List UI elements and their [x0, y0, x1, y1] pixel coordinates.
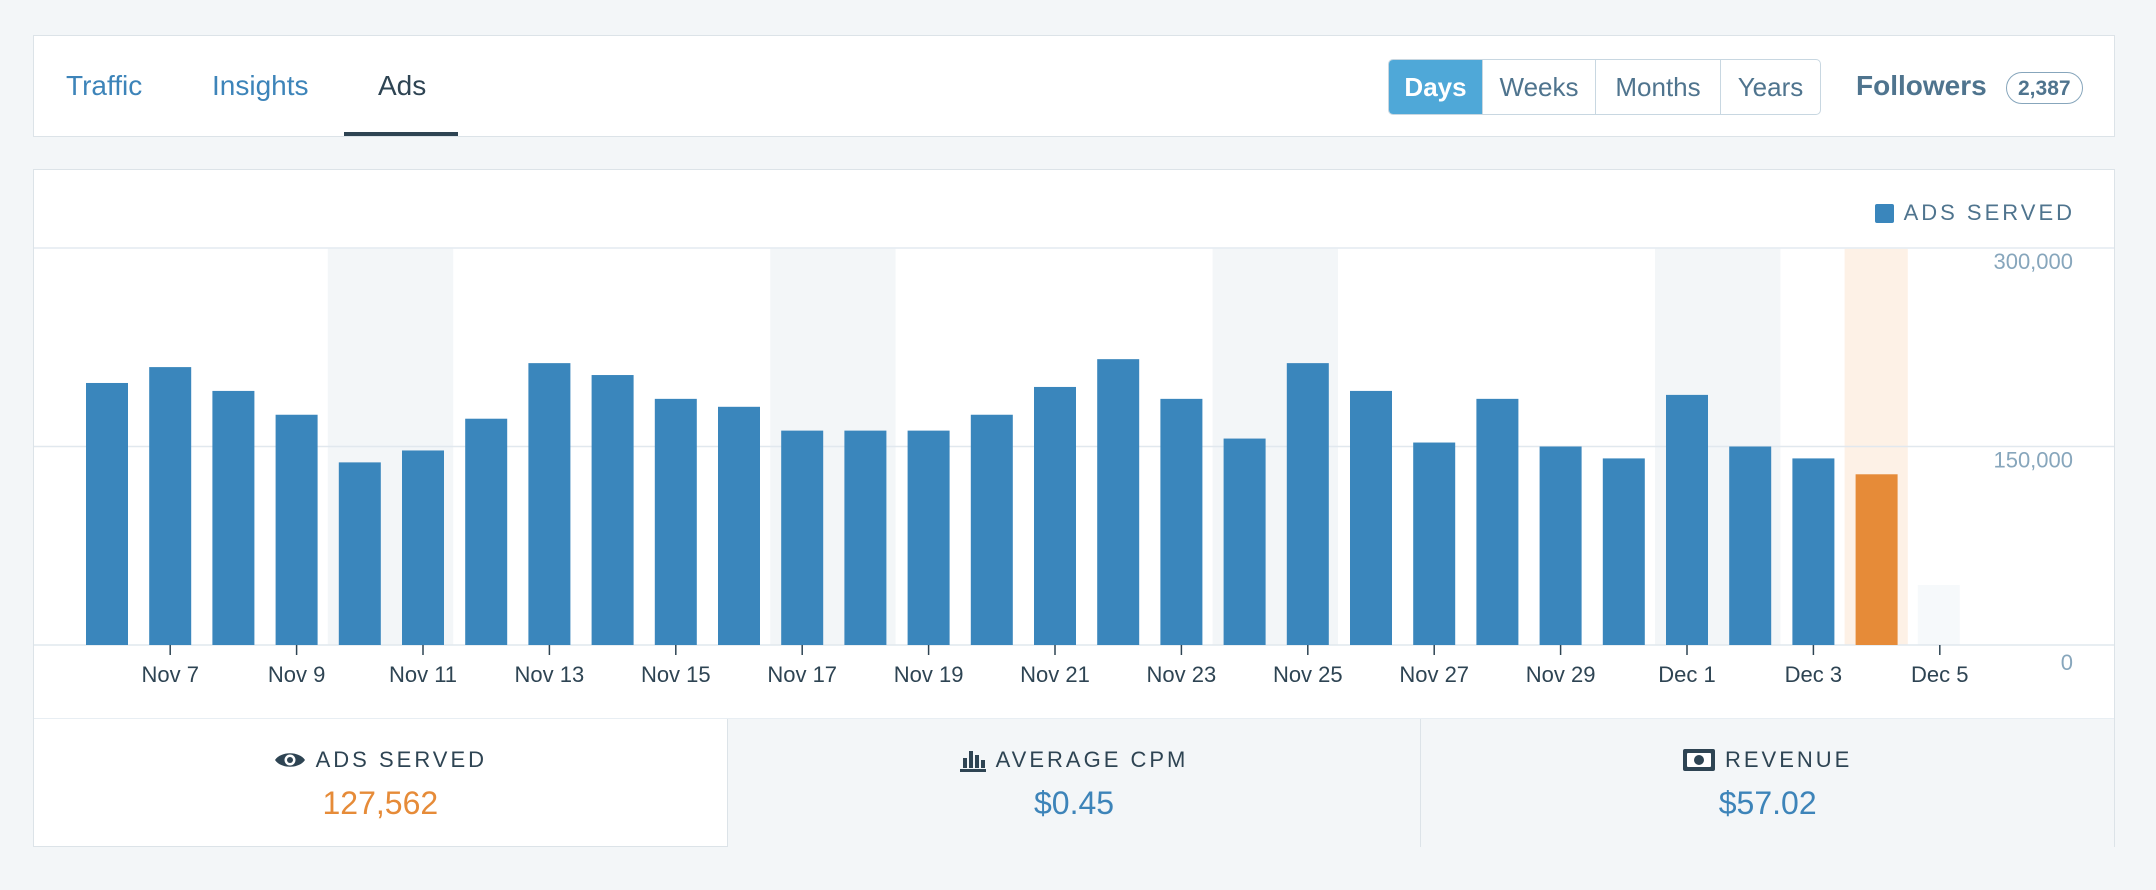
tab-traffic[interactable]: Traffic [66, 70, 143, 101]
legend-label: ADS SERVED [1903, 200, 2075, 225]
bar [1539, 446, 1582, 645]
x-tick-label: Nov 23 [1147, 662, 1217, 687]
bar-chart: Nov 7 Nov 9 Nov 11 Nov 13 Nov 15 Nov 17 Nov 19… [34, 247, 2114, 687]
x-tick-label: Nov 19 [894, 662, 964, 687]
bar-chart-icon [959, 748, 986, 772]
bar [465, 418, 508, 645]
legend-swatch [1874, 203, 1894, 223]
x-tick-label: Nov 13 [515, 662, 585, 687]
tab-ads[interactable]: Ads [378, 70, 427, 101]
period-selector: Days Weeks Months Years [1388, 59, 1821, 115]
followers-label[interactable]: Followers [1856, 70, 1987, 101]
x-tick-label: Nov 25 [1273, 662, 1343, 687]
y-tick-label: 150,000 [1993, 448, 2073, 473]
bar [1666, 394, 1708, 645]
bar [1729, 446, 1772, 645]
x-tick-label: Dec 3 [1785, 662, 1842, 687]
bar [275, 414, 318, 645]
x-tick-label: Nov 11 [389, 662, 457, 687]
bar [212, 390, 255, 645]
stat-ads-served[interactable]: ADS SERVED 127,562 [34, 719, 727, 847]
x-tick-label: Nov 15 [641, 662, 711, 687]
x-tick-label: Nov 17 [767, 662, 837, 687]
money-icon [1683, 749, 1715, 771]
period-days-button[interactable]: Days [1389, 60, 1482, 114]
bar [1286, 363, 1329, 645]
bar [86, 382, 128, 645]
bar [1792, 458, 1835, 645]
y-tick-label: 300,000 [1993, 249, 2073, 274]
bar [591, 375, 634, 645]
followers-count-badge: 2,387 [2006, 72, 2083, 104]
bar [402, 450, 444, 645]
bar [1602, 458, 1645, 645]
y-tick-label: 0 [2061, 650, 2073, 675]
bar [149, 367, 192, 645]
x-tick-label: Nov 21 [1020, 662, 1090, 687]
bar [1223, 438, 1266, 645]
bar [781, 430, 824, 645]
bar [970, 414, 1013, 645]
bar [528, 363, 571, 645]
stats-row: ADS SERVED 127,562 AVERAGE CPM $0.45 [34, 718, 2115, 847]
active-tab-indicator [344, 132, 458, 136]
bar [1350, 390, 1392, 645]
eye-icon [274, 750, 306, 770]
placeholder-bar [1917, 585, 1960, 645]
bar [844, 430, 887, 645]
bar [1476, 398, 1519, 645]
x-tick-label: Dec 1 [1658, 662, 1715, 687]
x-tick-label: Nov 9 [268, 662, 325, 687]
bar [654, 398, 697, 645]
tab-insights[interactable]: Insights [212, 70, 309, 101]
stat-value: $57.02 [1718, 785, 1817, 821]
nav-bar: Traffic Insights Ads Days Weeks Months Y… [33, 35, 2115, 137]
x-tick-label: Dec 5 [1911, 662, 1968, 687]
bar [1160, 398, 1203, 645]
stat-revenue[interactable]: REVENUE $57.02 [1420, 719, 2115, 847]
stat-average-cpm[interactable]: AVERAGE CPM $0.45 [726, 719, 1421, 847]
period-years-button[interactable]: Years [1720, 60, 1820, 114]
bar-highlighted [1855, 474, 1898, 645]
stat-value: $0.45 [1033, 785, 1115, 821]
stat-label: ADS SERVED [315, 747, 488, 772]
x-tick-label: Nov 27 [1399, 662, 1469, 687]
chart-card: Nov 7 Nov 9 Nov 11 Nov 13 Nov 15 Nov 17 Nov 19… [33, 169, 2115, 847]
bar [718, 406, 760, 645]
stat-label: REVENUE [1725, 747, 1853, 772]
bar [338, 462, 381, 645]
bar [1034, 386, 1076, 645]
bar [1413, 442, 1456, 645]
bar [1097, 359, 1140, 645]
x-tick-label: Nov 7 [141, 662, 198, 687]
chart-legend: ADS SERVED [1874, 200, 2075, 226]
x-tick-label: Nov 29 [1526, 662, 1596, 687]
stat-value: 127,562 [322, 785, 439, 821]
period-months-button[interactable]: Months [1595, 60, 1720, 114]
bar [907, 430, 950, 645]
period-weeks-button[interactable]: Weeks [1482, 60, 1595, 114]
stat-label: AVERAGE CPM [995, 747, 1189, 772]
